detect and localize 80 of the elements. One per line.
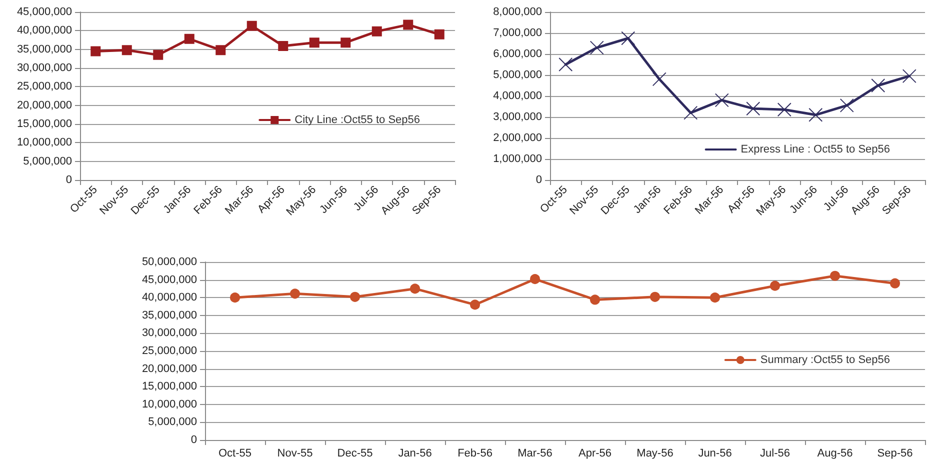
y-tick-label: 1,000,000 xyxy=(493,153,542,165)
y-tick-label: 20,000,000 xyxy=(142,362,197,375)
y-tick-label: 40,000,000 xyxy=(16,24,72,37)
point xyxy=(558,58,573,72)
point xyxy=(840,98,854,112)
point xyxy=(650,292,660,302)
y-tick-label: 45,000,000 xyxy=(142,274,197,286)
point xyxy=(372,26,382,36)
y-tick-label: 5,000,000 xyxy=(23,155,72,168)
legend-label: City Line :Oct55 to Sep56 xyxy=(294,114,420,126)
point xyxy=(714,93,729,108)
point xyxy=(434,29,444,40)
x-tick-label: Sep-56 xyxy=(877,448,913,460)
x-tick-label: Mar-56 xyxy=(518,448,552,460)
x-tick-label: Jun-56 xyxy=(698,448,732,460)
y-tick-label: 6,000,000 xyxy=(493,48,542,60)
y-tick-label: 0 xyxy=(536,174,542,186)
y-tick-label: 45,000,000 xyxy=(16,6,72,18)
point xyxy=(216,45,226,56)
y-tick-label: 8,000,000 xyxy=(493,6,542,18)
legend-label: Summary :Oct55 to Sep56 xyxy=(760,354,890,366)
point xyxy=(590,294,600,305)
point xyxy=(309,38,320,48)
point xyxy=(410,284,420,294)
point xyxy=(777,102,792,117)
y-tick-label: 7,000,000 xyxy=(493,27,542,39)
y-tick-label: 5,000,000 xyxy=(493,69,542,81)
point xyxy=(184,34,194,44)
y-tick-label: 30,000,000 xyxy=(142,327,197,340)
x-tick-label: Aug-56 xyxy=(817,448,853,460)
legend-label: Express Line : Oct55 to Sep56 xyxy=(740,144,890,156)
x-tick-label: Nov-55 xyxy=(277,448,313,460)
x-tick-label: May-56 xyxy=(636,448,674,460)
point xyxy=(403,20,414,30)
point xyxy=(246,20,257,31)
y-tick-label: 10,000,000 xyxy=(16,136,72,149)
point xyxy=(153,50,164,60)
point xyxy=(621,31,636,46)
point xyxy=(90,46,101,56)
x-tick-label: Dec-55 xyxy=(337,448,373,460)
y-tick-label: 35,000,000 xyxy=(142,309,197,322)
point xyxy=(350,292,360,302)
point xyxy=(710,292,720,303)
y-tick-label: 35,000,000 xyxy=(16,43,72,56)
point xyxy=(746,102,760,116)
y-tick-label: 25,000,000 xyxy=(16,80,72,93)
x-tick-label: Apr-56 xyxy=(578,448,612,460)
y-tick-label: 4,000,000 xyxy=(493,90,542,102)
point xyxy=(340,38,351,48)
y-tick-label: 0 xyxy=(190,434,197,446)
y-tick-label: 30,000,000 xyxy=(16,62,72,74)
y-tick-label: 15,000,000 xyxy=(142,380,197,393)
point xyxy=(890,278,900,288)
point xyxy=(684,106,698,120)
point xyxy=(122,45,132,56)
point xyxy=(830,270,840,281)
x-tick-label: Jul-56 xyxy=(760,448,790,460)
point xyxy=(290,288,300,299)
point xyxy=(770,280,780,291)
point xyxy=(808,108,823,122)
y-tick-label: 10,000,000 xyxy=(142,398,197,410)
y-tick-label: 20,000,000 xyxy=(16,99,72,112)
y-tick-label: 3,000,000 xyxy=(493,111,542,123)
point xyxy=(470,300,480,310)
x-tick-label: Jan-56 xyxy=(398,448,432,460)
x-tick-label: Feb-56 xyxy=(458,448,492,460)
point xyxy=(530,274,540,284)
point xyxy=(590,40,604,55)
point xyxy=(230,292,240,303)
y-tick-label: 15,000,000 xyxy=(16,118,72,130)
point xyxy=(278,40,288,51)
y-tick-label: 0 xyxy=(66,174,72,186)
y-tick-label: 5,000,000 xyxy=(148,416,197,428)
y-tick-label: 40,000,000 xyxy=(142,292,197,304)
y-tick-label: 25,000,000 xyxy=(142,345,197,357)
y-tick-label: 50,000,000 xyxy=(142,256,197,268)
point xyxy=(871,78,886,92)
point xyxy=(902,69,916,84)
x-tick-label: Oct-55 xyxy=(218,448,252,460)
y-tick-label: 2,000,000 xyxy=(493,132,542,144)
